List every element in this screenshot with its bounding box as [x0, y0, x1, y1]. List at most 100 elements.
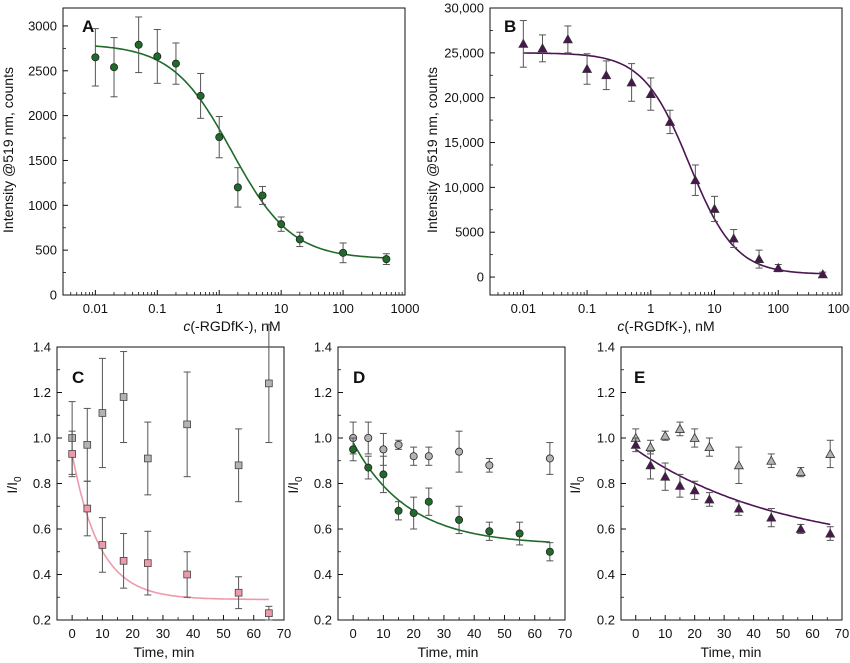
panel-a-point [295, 235, 304, 244]
panel-a-xlabel-rest: (-RGDfK-), nM [190, 318, 280, 334]
panel-a-ytick-label: 1000 [28, 198, 57, 213]
panel-a-point [277, 220, 286, 229]
panel-e-point [795, 523, 806, 533]
panel-e-point [660, 471, 671, 481]
panel-a-point [233, 183, 242, 192]
panel-c-point [98, 541, 107, 549]
panel-d-ytick-label: 0.2 [314, 613, 332, 628]
panel-d-xtick-label: 70 [558, 626, 572, 641]
panel-c-point [234, 588, 243, 597]
panel-b-point [581, 63, 593, 73]
panel-c-letter: C [72, 368, 84, 387]
panel-c-ytick-label: 1.2 [33, 385, 51, 400]
panel-e-xtick-label: 10 [658, 626, 672, 641]
panel-a-ylabel: Intensity @519 nm, counts [0, 67, 16, 233]
panel-d-point [455, 447, 464, 456]
panel-b-point [773, 262, 784, 273]
panel-e-point [704, 494, 715, 504]
panel-e-xtick-label: 50 [776, 626, 790, 641]
panel-c-frame [56, 346, 285, 621]
panel-a-xtick-label: 0.01 [83, 301, 108, 316]
panel-b-point [562, 34, 573, 44]
panel-a-point [110, 63, 119, 72]
panel-d-point [485, 527, 494, 536]
panel-c-plot-area: 0 10 20 30 40 50 60 70 0.2 0.4 0.6 0.8 1.0 1.2 1.4 [33, 323, 291, 641]
panel-a-point [134, 40, 143, 49]
panel-c-xtick-label: 70 [277, 626, 291, 641]
panel-e-point [766, 512, 777, 522]
panel-e-fit-curve [635, 448, 831, 526]
panel-a-ytick-label: 2000 [28, 108, 57, 123]
panel-a-ytick-label: 3000 [28, 18, 57, 33]
panel-c-ytick-label: 0.6 [33, 522, 51, 537]
panel-d-point [545, 547, 554, 556]
panel-e-point [733, 503, 744, 513]
panel-e-ytick-label: 0.2 [597, 613, 615, 628]
panel-e-point [825, 448, 836, 458]
panel-c-point [119, 393, 128, 401]
panel-e-point [645, 460, 656, 470]
panel-e-letter: E [634, 368, 645, 387]
panel-b-point [817, 269, 828, 279]
panel-c-fit-curve [71, 453, 269, 601]
panel-b-xtick-label: 100 [767, 301, 789, 316]
panel-a-point [382, 255, 391, 264]
panel-a-letter: A [82, 17, 94, 36]
panel-b-ytick-label: 30,000 [444, 1, 484, 16]
panel-e-ylabel: I/I0 [567, 476, 587, 494]
panel-e: 0 10 20 30 40 50 60 70 0.2 0.4 0.6 0.8 1.0 1.2 1.4 E T… [567, 340, 849, 661]
panel-e-ytick-label: 1.0 [597, 431, 615, 446]
panel-e-point [733, 460, 744, 470]
panel-d-point [394, 506, 403, 515]
panel-c-xtick-label: 10 [95, 626, 109, 641]
panel-e-xlabel: Time, min [701, 644, 762, 660]
panel-c-xlabel: Time, min [134, 644, 195, 660]
panel-b-frame [489, 7, 843, 296]
panel-d-xtick-label: 60 [527, 626, 541, 641]
panel-c-point [119, 557, 128, 565]
panel-c-xtick-label: 20 [125, 626, 139, 641]
panel-d-xtick-label: 0 [350, 626, 357, 641]
panel-b-fit-curve [523, 52, 823, 275]
panel-a-point [153, 52, 162, 61]
panel-c-point [143, 454, 152, 463]
panel-b-point [709, 203, 720, 213]
panel-e-point [630, 439, 641, 449]
panel-b-ytick-label: 15,000 [444, 135, 484, 150]
panel-a-ytick-label: 2500 [28, 63, 57, 78]
panel-c-point [143, 559, 152, 567]
panel-b-xtick-label: 0.01 [511, 301, 536, 316]
panel-d-ytick-label: 1.4 [314, 340, 332, 355]
panel-b-ytick-label: 0 [477, 270, 484, 285]
panel-b-letter: B [504, 17, 516, 36]
panel-e-frame [620, 346, 843, 621]
panel-e-xtick-label: 30 [717, 626, 731, 641]
panel-b-xtick-label: 1000 [828, 301, 850, 316]
panel-b-plot-area: 0.01 0.1 1 10 100 1000 0 5000 10,000 15,000 20,000… [444, 1, 850, 317]
panel-d-point [515, 529, 524, 538]
panel-e-point [795, 466, 806, 477]
panel-b-ytick-label: 20,000 [444, 90, 484, 105]
panel-c-xtick-label: 0 [69, 626, 76, 641]
panel-b-xtick-label: 10 [707, 301, 721, 316]
panel-c-point [183, 570, 191, 579]
panel-e-point [766, 455, 777, 465]
panel-c-point [265, 609, 273, 617]
panel-a-point [339, 248, 348, 257]
panel-b-point [537, 43, 548, 53]
panel-e-ytick-label: 0.8 [597, 476, 615, 491]
panel-d-point [364, 433, 373, 442]
panel-a-xtick-label: 1000 [391, 301, 420, 316]
panel-d-xtick-label: 50 [497, 626, 511, 641]
panel-e-point [674, 480, 686, 490]
panel-c-point [83, 504, 92, 513]
panel-a: 0.01 0.1 1 10 100 1000 0 500 1000 1500 2000 2500 300… [0, 7, 420, 334]
panel-a-xtick-label: 1 [216, 301, 223, 316]
panel-d-point [379, 470, 388, 479]
panel-e-point [825, 528, 836, 538]
panel-a-point [91, 53, 100, 62]
panel-d-point [394, 440, 403, 449]
panel-b-ytick-label: 25,000 [444, 45, 484, 60]
panel-e-point [689, 432, 700, 442]
panel-d-xtick-label: 40 [467, 626, 481, 641]
